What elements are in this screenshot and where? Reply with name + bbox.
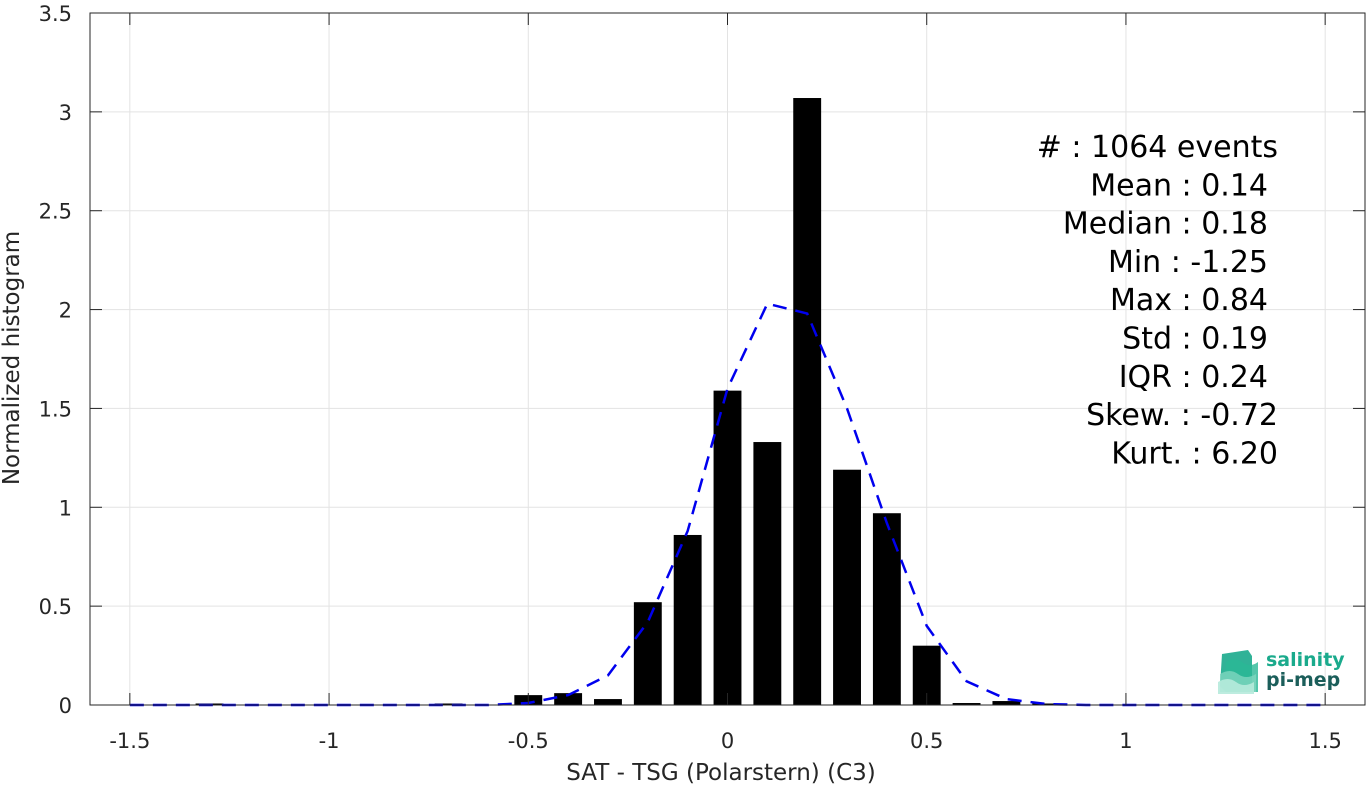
stat-line: Std : 0.19: [1122, 322, 1268, 357]
histogram-bar: [434, 703, 463, 705]
y-tick-label: 3: [59, 101, 72, 125]
y-tick-label: 0.5: [39, 595, 72, 619]
x-tick-label: -1: [319, 729, 340, 753]
waves-icon: [1218, 650, 1258, 694]
histogram-bar: [633, 602, 662, 705]
stat-line: Max : 0.84: [1110, 283, 1268, 318]
y-tick-label: 0: [59, 694, 72, 718]
x-tick-label: 0.5: [910, 729, 943, 753]
histogram-bar: [1032, 703, 1061, 705]
histogram-bar: [753, 442, 782, 705]
x-tick-label: -0.5: [508, 729, 549, 753]
x-axis-label: SAT - TSG (Polarstern) (C3): [566, 760, 875, 785]
stat-line: IQR : 0.24: [1119, 360, 1268, 395]
stat-line: Skew. : -0.72: [1086, 398, 1278, 433]
x-ticks: -1.5 -1 -0.5 0 0.5 1 1.5: [109, 13, 1342, 753]
stat-line: Mean : 0.14: [1090, 168, 1268, 203]
salinity-pimep-logo: salinity pi-mep: [1218, 649, 1345, 694]
stat-line: Kurt. : 6.20: [1111, 436, 1278, 471]
logo-line1: salinity: [1266, 649, 1345, 671]
stat-line: Median : 0.18: [1063, 207, 1268, 242]
histogram-bar: [872, 513, 901, 705]
y-tick-label: 2.5: [39, 200, 72, 224]
stat-line: Min : -1.25: [1108, 245, 1268, 280]
logo-line2: pi-mep: [1266, 669, 1340, 691]
histogram-bar: [594, 699, 622, 705]
y-tick-label: 2: [59, 299, 72, 323]
y-tick-label: 3.5: [39, 2, 72, 26]
grid-lines: [90, 12, 1365, 706]
histogram-bar: [673, 534, 702, 705]
stat-line: # : 1064 events: [1037, 130, 1278, 165]
histogram-bar: [952, 703, 981, 705]
histogram-bar: [554, 693, 583, 705]
histogram-bar: [833, 469, 861, 705]
histogram-bar: [992, 701, 1021, 705]
histogram-bar: [713, 390, 742, 705]
histogram-bar: [793, 98, 822, 705]
y-ticks: 0 0.5 1 1.5 2 2.5 3 3.5: [39, 2, 1365, 718]
y-axis-label: Normalized histogram: [0, 231, 25, 485]
bars-group: [195, 98, 1061, 705]
x-tick-label: 1: [1119, 729, 1132, 753]
x-tick-label: 0: [721, 729, 734, 753]
y-tick-label: 1.5: [39, 397, 72, 421]
y-tick-label: 1: [59, 496, 72, 520]
x-tick-label: -1.5: [109, 729, 150, 753]
x-tick-label: 1.5: [1308, 729, 1341, 753]
